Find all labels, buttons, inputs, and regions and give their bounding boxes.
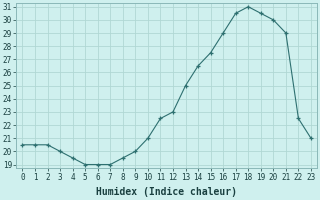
X-axis label: Humidex (Indice chaleur): Humidex (Indice chaleur) — [96, 187, 237, 197]
